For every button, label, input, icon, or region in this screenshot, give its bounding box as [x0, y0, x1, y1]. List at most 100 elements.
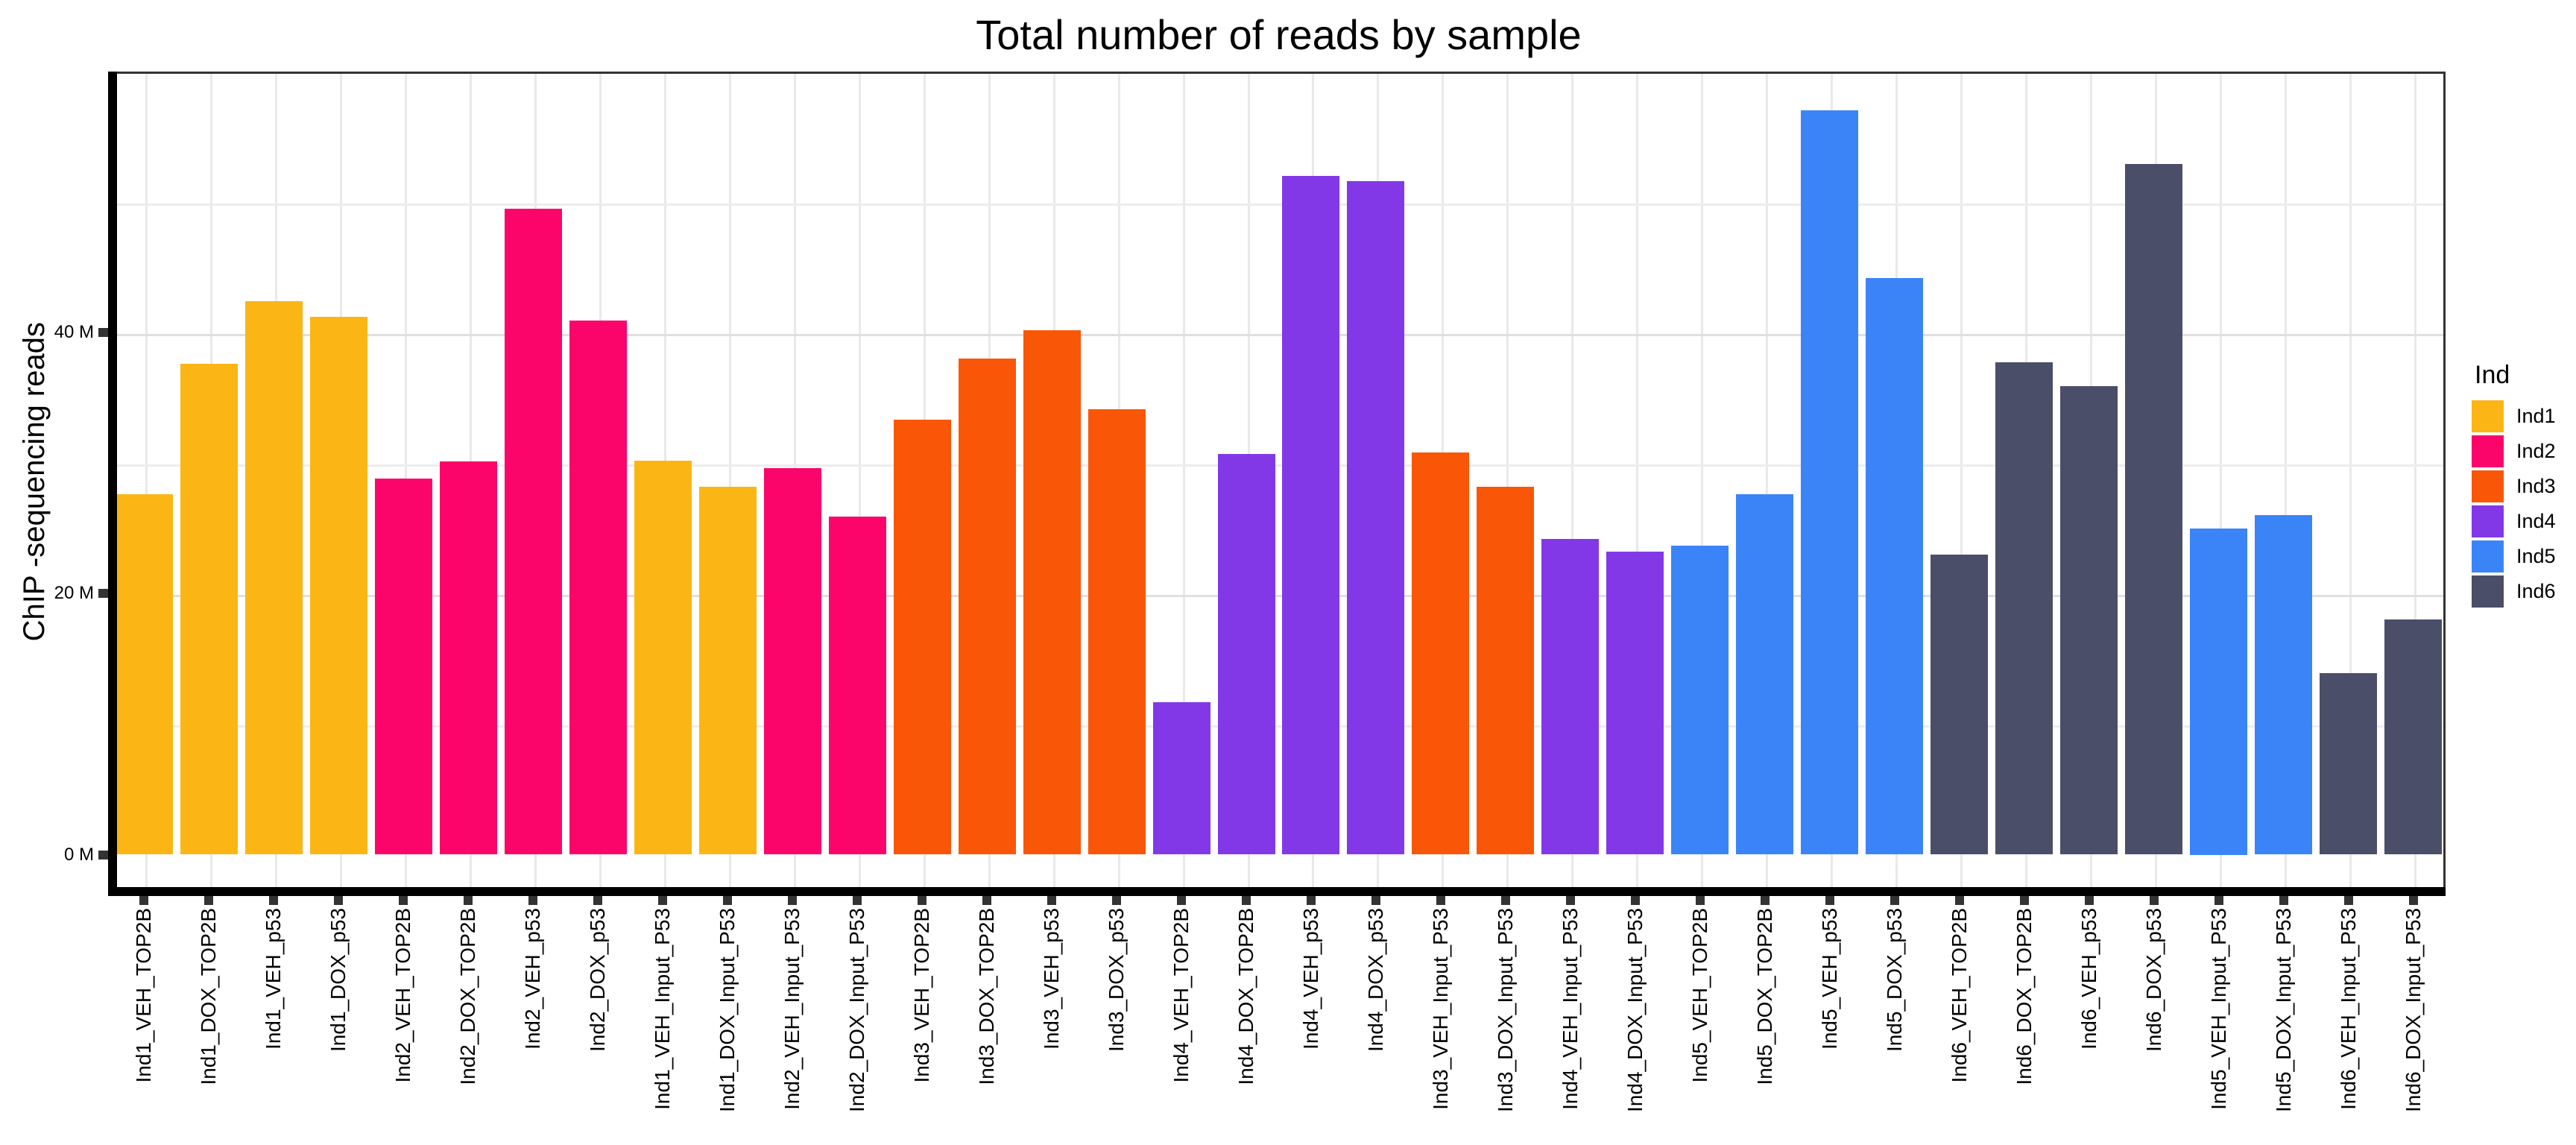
bar-Ind4_VEH_Input_P53 [1541, 538, 1600, 855]
x-tick-mark [464, 896, 473, 905]
x-tick-label-text: Ind4_DOX_TOP2B [1234, 908, 1257, 1085]
bar-Ind5_VEH_p53 [1801, 110, 1859, 855]
legend-swatch-Ind3 [2472, 470, 2504, 502]
bar-Ind4_DOX_p53 [1347, 180, 1405, 855]
x-tick-label: Ind2_VEH_TOP2B [371, 908, 436, 1145]
x-tick-label-text: Ind1_DOX_Input_P53 [716, 908, 739, 1112]
x-tick-label-text: Ind3_DOX_Input_P53 [1493, 908, 1517, 1112]
gridline-x [1960, 74, 1963, 889]
x-tick-mark [2279, 896, 2288, 905]
bar-Ind6_DOX_p53 [2125, 164, 2183, 855]
x-tick-label: Ind5_DOX_p53 [1862, 908, 1927, 1145]
x-tick-mark [528, 896, 538, 905]
gridline-x [858, 74, 861, 889]
legend-swatch-Ind5 [2472, 540, 2504, 572]
x-tick-label-text: Ind4_VEH_TOP2B [1169, 908, 1193, 1083]
x-tick-label: Ind3_DOX_TOP2B [955, 908, 1020, 1145]
y-axis-title: ChIP -sequencing reads [10, 72, 58, 892]
gridline-x [145, 74, 148, 889]
x-tick-mark [2149, 896, 2159, 905]
gridline-x [728, 74, 731, 889]
x-tick-mark [139, 896, 149, 905]
x-tick-label: Ind4_DOX_Input_P53 [1603, 908, 1667, 1145]
x-tick-mark [334, 896, 344, 905]
gridline-y-major [114, 333, 2443, 336]
x-tick-label: Ind5_VEH_Input_P53 [2186, 908, 2251, 1145]
x-tick-label: Ind4_VEH_p53 [1279, 908, 1344, 1145]
bar-Ind5_DOX_TOP2B [1736, 494, 1794, 855]
gridline-x [2414, 74, 2416, 889]
legend-swatch-Ind6 [2472, 575, 2504, 608]
bar-Ind4_VEH_TOP2B [1152, 701, 1210, 855]
x-tick-label-text: Ind6_VEH_p53 [2077, 908, 2100, 1050]
legend-entry: Ind1 [2472, 400, 2576, 432]
x-tick-label: Ind1_DOX_p53 [306, 908, 371, 1145]
x-tick-label: Ind6_VEH_TOP2B [1927, 908, 1992, 1145]
x-tick-label-text: Ind2_VEH_p53 [521, 908, 545, 1050]
gridline-y-minor [114, 464, 2443, 467]
gridline-y-minor [114, 725, 2443, 728]
x-tick-label: Ind3_DOX_Input_P53 [1473, 908, 1538, 1145]
legend-label: Ind6 [2516, 580, 2556, 602]
bar-Ind2_VEH_TOP2B [374, 479, 432, 855]
x-tick-mark [2214, 896, 2223, 905]
bar-Ind2_DOX_Input_P53 [828, 516, 886, 855]
y-tick-label: 0 M [63, 844, 94, 865]
bar-Ind5_VEH_Input_P53 [2190, 528, 2248, 855]
x-tick-mark [1306, 896, 1316, 905]
gridline-x [1701, 74, 1704, 889]
x-tick-label: Ind3_DOX_p53 [1085, 908, 1149, 1145]
x-tick-label-text: Ind4_DOX_Input_P53 [1623, 908, 1647, 1112]
bar-Ind1_DOX_Input_P53 [698, 486, 757, 855]
bar-Ind6_DOX_Input_P53 [2384, 619, 2442, 855]
x-tick-mark [1500, 896, 1510, 905]
x-tick-mark [1112, 896, 1122, 905]
x-tick-mark [723, 896, 733, 905]
y-tick-mark [98, 589, 108, 599]
bar-Ind2_VEH_p53 [504, 208, 562, 855]
bar-Ind3_VEH_TOP2B [893, 420, 951, 855]
legend-entry: Ind6 [2472, 575, 2576, 608]
gridline-x [1636, 74, 1639, 889]
bar-Ind3_DOX_Input_P53 [1477, 486, 1535, 855]
x-tick-label: Ind2_VEH_p53 [501, 908, 566, 1145]
x-tick-mark [399, 896, 408, 905]
chart-title: Total number of reads by sample [976, 11, 1582, 58]
x-tick-label-text: Ind1_VEH_TOP2B [132, 908, 156, 1083]
x-tick-label: Ind4_DOX_p53 [1343, 908, 1408, 1145]
bar-Ind1_VEH_p53 [244, 301, 303, 855]
x-tick-label-text: Ind5_DOX_p53 [1882, 908, 1906, 1053]
x-tick-label-text: Ind2_VEH_Input_P53 [780, 908, 804, 1110]
x-tick-label: Ind2_DOX_Input_P53 [825, 908, 890, 1145]
gridline-x [2220, 74, 2223, 889]
x-tick-mark [1695, 896, 1705, 905]
gridline-x [1571, 74, 1574, 889]
x-tick-label-text: Ind6_VEH_TOP2B [1947, 908, 1971, 1083]
x-tick-label: Ind3_VEH_Input_P53 [1408, 908, 1473, 1145]
x-tick-label-text: Ind2_DOX_Input_P53 [845, 908, 869, 1112]
x-tick-mark [2019, 896, 2029, 905]
x-tick-label: Ind2_VEH_Input_P53 [760, 908, 825, 1145]
legend-entry: Ind3 [2472, 470, 2576, 502]
x-tick-label: Ind6_DOX_p53 [2121, 908, 2186, 1145]
x-tick-label-text: Ind5_VEH_p53 [1817, 908, 1841, 1050]
legend: Ind Ind1 Ind2 Ind3 Ind4 Ind5 Ind6 [2472, 361, 2576, 611]
x-tick-mark [853, 896, 862, 905]
x-tick-label-text: Ind1_VEH_p53 [262, 908, 285, 1050]
x-tick-label: Ind5_DOX_TOP2B [1732, 908, 1797, 1145]
x-tick-label: Ind1_DOX_TOP2B [177, 908, 242, 1145]
gridline-y-major [114, 594, 2443, 597]
legend-entries: Ind1 Ind2 Ind3 Ind4 Ind5 Ind6 [2472, 400, 2576, 608]
x-tick-mark [593, 896, 603, 905]
y-tick-label: 20 M [54, 583, 94, 604]
x-tick-mark [1177, 896, 1187, 905]
x-tick-label: Ind1_DOX_Input_P53 [695, 908, 760, 1145]
x-tick-label-text: Ind5_VEH_TOP2B [1688, 908, 1711, 1083]
x-tick-label: Ind5_VEH_TOP2B [1667, 908, 1732, 1145]
bar-Ind6_VEH_Input_P53 [2320, 673, 2378, 855]
x-tick-label-text: Ind6_DOX_p53 [2141, 908, 2165, 1053]
bar-Ind3_VEH_p53 [1023, 329, 1081, 855]
gridline-y-minor [114, 203, 2443, 206]
bar-Ind6_VEH_p53 [2060, 385, 2118, 855]
